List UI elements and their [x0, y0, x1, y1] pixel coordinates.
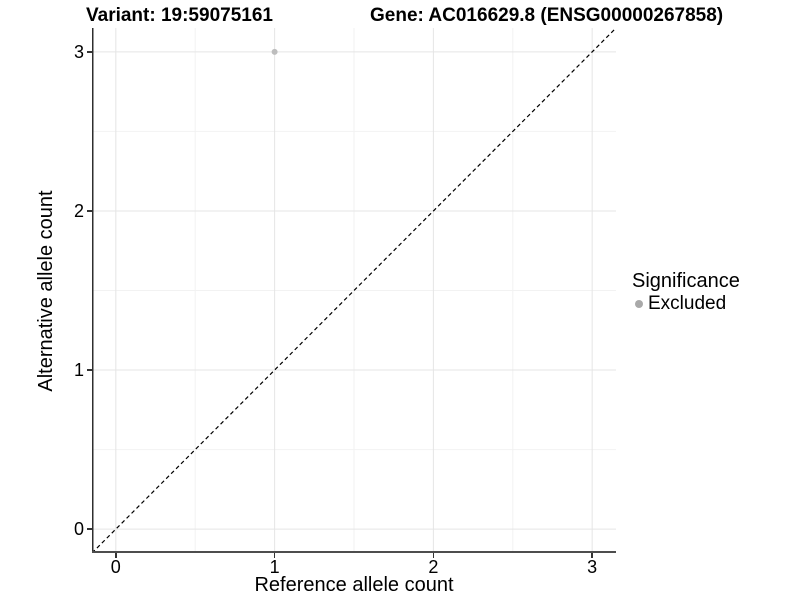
x-tick-mark: [432, 553, 435, 558]
y-axis-title: Alternative allele count: [35, 190, 57, 392]
legend-entry-excluded: Excluded: [635, 293, 740, 315]
y-tick-mark: [87, 528, 92, 530]
x-tick-label: 3: [587, 557, 598, 577]
x-axis-title: Reference allele count: [254, 574, 454, 596]
y-tick-label: 1: [73, 360, 84, 381]
x-tick-mark: [273, 553, 276, 558]
gene-title: Gene: AC016629.8 (ENSG00000267858): [370, 5, 724, 26]
x-tick-label: 0: [110, 557, 121, 577]
variant-title: Variant: 19:59075161: [86, 5, 273, 26]
y-tick-mark: [87, 51, 92, 53]
legend-title: Significance: [632, 270, 740, 292]
data-point-excluded: [271, 48, 278, 55]
y-tick-mark: [87, 369, 92, 371]
x-tick-label: 1: [269, 557, 280, 577]
y-tick-label: 2: [73, 200, 84, 221]
x-tick-mark: [115, 553, 117, 558]
y-tick-label: 3: [73, 41, 84, 62]
x-tick-mark: [591, 553, 593, 558]
excluded-point-icon: [635, 300, 643, 308]
y-tick-label: 0: [73, 519, 84, 540]
legend-entry-label: Excluded: [648, 293, 727, 314]
plot-panel: [92, 28, 616, 553]
y-tick-mark: [87, 210, 92, 212]
x-tick-label: 2: [428, 557, 439, 577]
identity-reference-line: [92, 28, 616, 553]
legend: Significance Excluded: [632, 270, 740, 315]
